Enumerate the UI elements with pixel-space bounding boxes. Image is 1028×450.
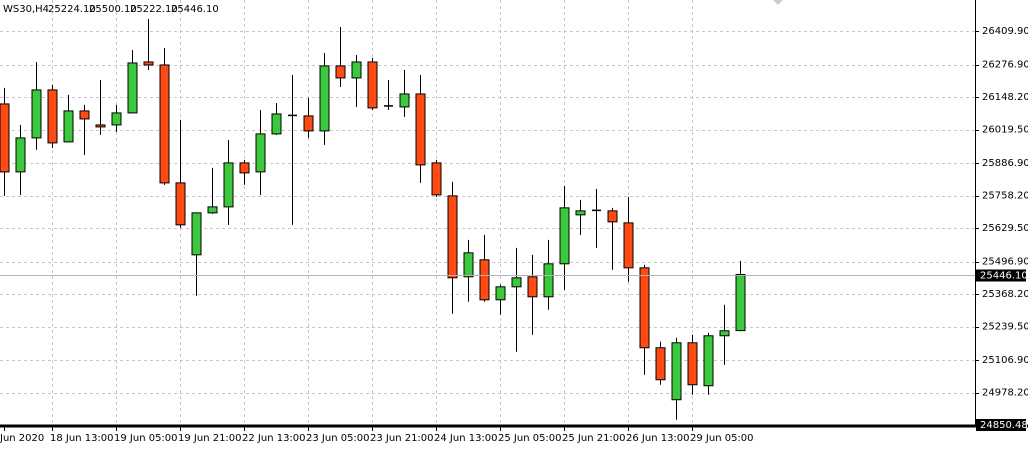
current-price-box [976, 269, 1026, 282]
y-tick-label: 25758.20 [982, 191, 1028, 202]
y-tick-label: 25106.90 [982, 355, 1028, 366]
x-tick-label: Jun 2020 [0, 433, 44, 444]
candle-body [31, 89, 42, 139]
candle-body [335, 65, 346, 79]
candle-body [527, 276, 538, 298]
y-tick-label: 25239.50 [982, 322, 1028, 333]
candle-body [15, 137, 26, 173]
candle-body [495, 286, 506, 301]
y-tick-label: 26276.90 [982, 60, 1028, 71]
candle-body [223, 162, 234, 208]
y-tick-label: 26409.90 [982, 26, 1028, 37]
candle-body [575, 210, 586, 216]
ohlc-label: 25224.10 [48, 4, 96, 15]
candle-body [367, 61, 378, 109]
y-tick-label: 26148.20 [982, 92, 1028, 103]
candle-body [351, 61, 362, 79]
candle-body [543, 263, 554, 298]
axis-bound-label: 24850.48 [980, 420, 1028, 431]
candle-body [399, 93, 410, 108]
candle-body [303, 115, 314, 132]
y-tick-label: 25496.90 [982, 257, 1028, 268]
candle-body [175, 182, 186, 226]
candle-body [511, 277, 522, 288]
x-tick-label: 18 Jun 13:00 [50, 433, 114, 444]
candle-body [271, 113, 282, 135]
candle-body [687, 342, 698, 386]
x-tick-label: 19 Jun 21:00 [178, 433, 242, 444]
candle-body [79, 110, 90, 120]
candle-body [159, 64, 170, 184]
y-tick-label: 25368.20 [982, 289, 1028, 300]
candle-body [319, 65, 330, 132]
x-tick-label: 23 Jun 21:00 [370, 433, 434, 444]
x-tick-label: 25 Jun 21:00 [562, 433, 626, 444]
candle-body [639, 267, 650, 349]
candle-body [207, 206, 218, 214]
candle-body [479, 259, 490, 301]
candle-body [0, 103, 10, 173]
candle-body [719, 330, 730, 337]
chart-title: WS30,H4 [3, 4, 49, 15]
x-tick-label: 25 Jun 05:00 [498, 433, 562, 444]
candle-body [415, 93, 426, 166]
x-tick-label: 19 Jun 05:00 [114, 433, 178, 444]
x-tick-label: 23 Jun 05:00 [306, 433, 370, 444]
candle-body [255, 133, 266, 173]
candle-body [239, 162, 250, 174]
candle-body [143, 61, 154, 66]
candle-body [655, 347, 666, 381]
ohlc-label: 25446.10 [171, 4, 219, 15]
candle-body [735, 274, 746, 332]
candle-body [623, 222, 634, 269]
candle-body [47, 89, 58, 144]
x-tick-label: 24 Jun 13:00 [434, 433, 498, 444]
candle-body [191, 212, 202, 256]
candle-body [127, 62, 138, 114]
x-tick-label: 29 Jun 05:00 [690, 433, 754, 444]
candles [0, 18, 746, 420]
current-price-label: 25446.10 [980, 271, 1028, 282]
candle-body [431, 162, 442, 196]
candle-body [703, 335, 714, 387]
y-tick-label: 25629.50 [982, 223, 1028, 234]
y-tick-label: 24978.20 [982, 388, 1028, 399]
candle-body [95, 124, 106, 128]
candle-body [607, 210, 618, 223]
candle-body [111, 112, 122, 126]
candle-body [463, 252, 474, 278]
candle-body [63, 110, 74, 143]
scroll-marker [773, 0, 783, 5]
x-tick-label: 26 Jun 13:00 [626, 433, 690, 444]
y-tick-label: 26019.50 [982, 125, 1028, 136]
ohlc-label: 25500.10 [89, 4, 137, 15]
y-tick-label: 25886.90 [982, 158, 1028, 169]
axis-bound-box [976, 419, 1026, 431]
candle-body [671, 342, 682, 401]
ohlc-label: 25222.10 [130, 4, 178, 15]
candle-body [447, 195, 458, 279]
candle-body [559, 207, 570, 265]
x-tick-label: 22 Jun 13:00 [242, 433, 306, 444]
